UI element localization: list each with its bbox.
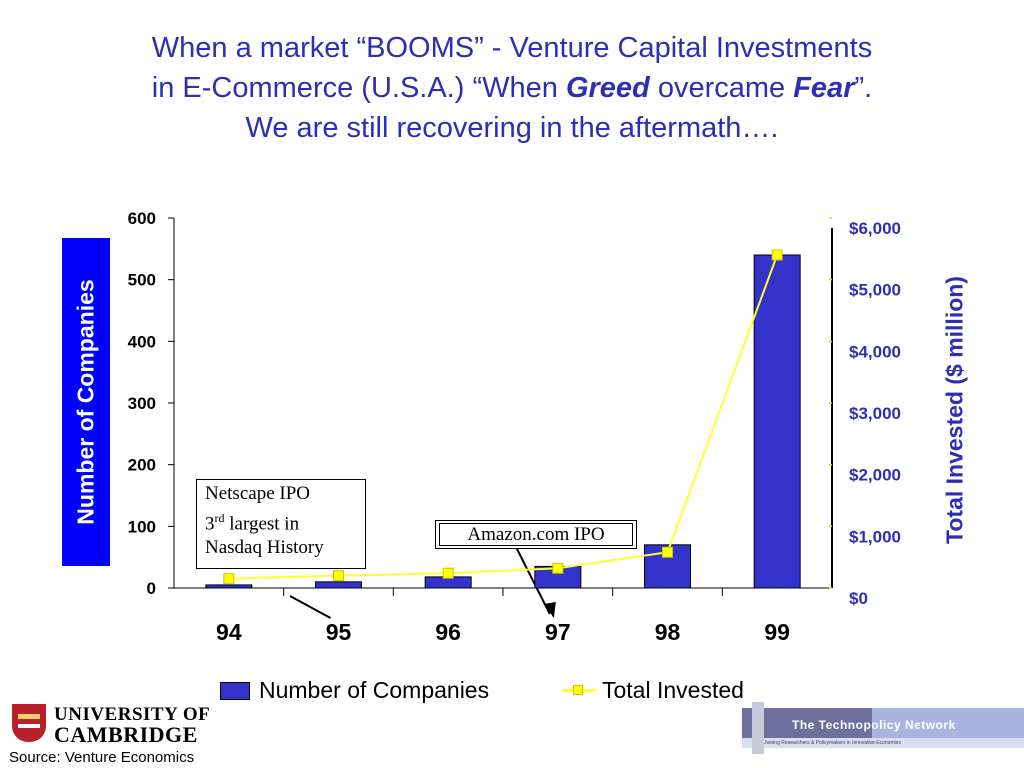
y-left-tick-label: 200 [128,456,156,475]
y-right-tick-label: $0 [849,589,868,608]
x-tick-label: 96 [435,619,461,645]
y-axis-left-ticks: 0 100 200 300 400 500 600 [128,209,174,598]
y-right-tick-label: $4,000 [849,342,901,361]
network-tagline: Joining Researchers & Policymakers in In… [764,740,902,746]
title-text: in E-Commerce (U.S.A.) “When [151,72,566,104]
bar [205,584,253,589]
netscape-line-2-rest: largest in [224,513,300,535]
netscape-ordinal: 3 [205,513,215,535]
network-name: The Technopolicy Network [792,718,956,732]
line-point [771,249,783,261]
combo-chart: 0 100 200 300 400 500 600 $0 $1,000 $2,000 $3,000… [128,209,901,645]
y-right-tick-label: $3,000 [849,404,901,423]
line-point [442,567,454,579]
amazon-ipo-annotation: Amazon.com IPO [435,520,637,549]
title-greed: Greed [565,72,650,104]
y-left-tick-label: 600 [128,209,156,228]
amazon-label: Amazon.com IPO [439,523,633,546]
y-right-tick-label: $1,000 [849,527,901,546]
bar [315,581,362,589]
logo-line-1: UNIVERSITY OF [54,704,211,725]
y-left-tick-label: 500 [128,271,156,290]
bar [753,254,801,589]
x-tick-label: 99 [764,619,790,645]
logo-line-2: CAMBRIDGE [54,722,198,747]
netscape-line-1: Netscape IPO [205,483,310,504]
amazon-connector [514,544,551,615]
title-fear: Fear [793,72,855,104]
source-note: Source: Venture Economics [9,749,195,766]
line-point [223,573,235,585]
netscape-ipo-annotation: Netscape IPO 3rd largest in Nasdaq Histo… [196,479,366,569]
cambridge-logo: UNIVERSITY OF CAMBRIDGE [12,704,217,747]
y-left-tick-label: 0 [147,579,156,598]
y-left-tick-label: 400 [128,332,156,351]
x-tick-label: 97 [545,619,571,645]
bar-series [205,254,801,589]
y-left-tick-label: 300 [128,394,156,413]
logo-band-base [742,738,1024,748]
line-point [333,570,344,582]
line-point [662,546,673,558]
page-title: When a market “BOOMS” - Venture Capital … [40,28,984,148]
legend-label-companies: Number of Companies [259,677,490,703]
title-line-3: We are still recovering in the aftermath… [245,112,779,144]
y-axis-right-ticks: $0 $1,000 $2,000 $3,000 $4,000 $5,000 $6,000 [829,217,901,608]
line-series [223,249,783,585]
line-point [552,562,564,574]
netscape-connector [289,595,331,619]
amazon-arrow-head [543,602,556,618]
y-right-tick-label: $5,000 [849,281,901,300]
annotation-connectors [289,544,556,619]
title-text: overcame [649,72,794,104]
cambridge-shield-icon [12,704,46,742]
title-line-2: in E-Commerce (U.S.A.) “When Greed overc… [40,68,984,108]
legend-label-invested: Total Invested [602,677,744,703]
logo-post-icon [752,702,764,754]
y-left-tick-label: 100 [128,517,156,536]
x-tick-label: 98 [655,619,681,645]
netscape-line-2: 3rd largest in [205,506,361,536]
title-text: ”. [854,72,873,104]
legend-swatch-bar [220,682,250,700]
netscape-line-3: Nasdaq History [205,537,324,559]
x-tick-label: 94 [216,619,242,645]
series-line [228,254,779,580]
legend-swatch-marker [573,685,583,695]
technopolicy-network-logo: The Technopolicy Network Joining Researc… [742,702,1024,754]
y-axis-left-label-box: Number of Companies [62,238,110,566]
y-right-tick-label: $2,000 [849,466,901,485]
title-line-1: When a market “BOOMS” - Venture Capital … [151,32,873,64]
y-right-tick-label: $6,000 [849,219,901,238]
netscape-ordinal-suffix: rd [214,511,225,525]
x-tick-label: 95 [326,619,352,645]
x-axis-ticks: 94 95 96 97 98 99 [216,588,790,645]
